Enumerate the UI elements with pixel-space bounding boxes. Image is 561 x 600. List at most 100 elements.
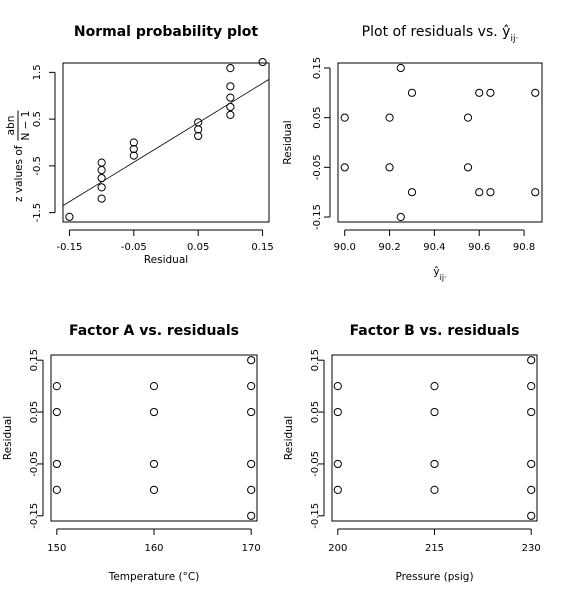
chart-panel-4: Factor B vs. residuals 200 215 230 -0.15 -0.0… bbox=[283, 323, 541, 583]
x-tick-label: 90.6 bbox=[468, 242, 490, 253]
plot-frame bbox=[331, 354, 538, 522]
data-point bbox=[194, 131, 203, 141]
data-point bbox=[463, 163, 473, 172]
x-axis-label: Pressure (psig) bbox=[395, 571, 473, 583]
data-point bbox=[247, 459, 256, 469]
data-point bbox=[52, 459, 61, 469]
data-point bbox=[407, 188, 417, 197]
data-point bbox=[407, 88, 417, 97]
y-tick-label: -0.05 bbox=[310, 451, 321, 477]
data-point bbox=[52, 407, 61, 417]
y-axis-label-numerator: abn bbox=[5, 116, 17, 136]
data-point bbox=[430, 382, 439, 391]
x-tick-label: 0.05 bbox=[187, 242, 209, 253]
y-tick-label: 0.05 bbox=[29, 401, 40, 423]
chart-title: Factor B vs. residuals bbox=[350, 323, 520, 339]
chart-title: Plot of residuals vs. ŷij· bbox=[362, 24, 519, 44]
x-tick-label: 200 bbox=[328, 543, 347, 554]
y-tick-label: -0.5 bbox=[32, 156, 43, 176]
plot-frame bbox=[337, 62, 543, 223]
data-point bbox=[97, 158, 106, 167]
y-axis-label-text: z values of bbox=[13, 145, 25, 202]
y-axis-label: z values of abn N − 1 bbox=[5, 110, 32, 201]
data-point bbox=[226, 102, 235, 112]
data-point bbox=[247, 382, 256, 391]
x-tick-label: 215 bbox=[425, 543, 444, 554]
data-point bbox=[340, 113, 349, 122]
data-point bbox=[226, 82, 235, 91]
y-tick-label: 0.5 bbox=[32, 111, 43, 127]
data-point bbox=[52, 382, 61, 391]
data-point bbox=[527, 511, 536, 520]
x-axis-label-symbol: ŷ bbox=[433, 266, 439, 278]
data-point bbox=[129, 138, 138, 147]
data-point bbox=[463, 113, 473, 122]
plot-frame bbox=[62, 62, 270, 223]
x-tick-label: 90.2 bbox=[378, 242, 400, 253]
data-point bbox=[97, 173, 106, 183]
chart-title: Factor A vs. residuals bbox=[69, 323, 239, 339]
data-point bbox=[226, 110, 235, 120]
x-tick-label: 90.8 bbox=[513, 242, 535, 253]
data-point bbox=[149, 382, 159, 391]
data-point bbox=[65, 212, 74, 221]
y-tick-label: 1.5 bbox=[32, 64, 43, 80]
data-point bbox=[97, 183, 106, 192]
data-point bbox=[247, 511, 256, 520]
data-point bbox=[531, 88, 540, 97]
data-point bbox=[129, 151, 138, 160]
data-point bbox=[396, 212, 405, 222]
x-tick-label: 160 bbox=[144, 543, 163, 554]
y-axis-label: Residual bbox=[283, 416, 295, 460]
chart-panel-3: Factor A vs. residuals 150 160 170 -0.15 -0.0… bbox=[2, 323, 261, 583]
x-axis-label: Temperature (°C) bbox=[108, 571, 200, 583]
plot-frame bbox=[50, 354, 258, 522]
y-tick-label: 0.05 bbox=[312, 107, 323, 129]
data-point bbox=[247, 356, 256, 365]
data-point bbox=[527, 382, 536, 391]
y-tick-label: -0.15 bbox=[312, 204, 323, 230]
data-point bbox=[475, 188, 484, 197]
data-point bbox=[486, 188, 495, 197]
data-point bbox=[430, 485, 439, 494]
y-axis-label-denominator: N − 1 bbox=[20, 110, 32, 140]
data-point bbox=[396, 63, 405, 73]
data-point bbox=[527, 459, 536, 469]
x-axis-label: ŷij· bbox=[433, 266, 446, 282]
data-point bbox=[486, 88, 495, 97]
data-point bbox=[149, 407, 159, 417]
y-axis-label: Residual bbox=[2, 416, 14, 460]
data-point bbox=[97, 165, 106, 175]
data-point bbox=[430, 407, 439, 417]
chart-title: Normal probability plot bbox=[74, 24, 259, 40]
data-point bbox=[531, 188, 540, 197]
data-point bbox=[527, 407, 536, 417]
reference-line bbox=[63, 79, 269, 206]
y-tick-label: 0.15 bbox=[29, 349, 40, 371]
y-axis-label: Residual bbox=[282, 120, 294, 164]
data-point bbox=[247, 407, 256, 417]
chart-title-text: Plot of residuals vs. bbox=[362, 24, 502, 40]
y-tick-label: 0.05 bbox=[310, 401, 321, 423]
data-point bbox=[226, 93, 235, 102]
x-axis-label: Residual bbox=[144, 254, 188, 266]
y-tick-label: -0.15 bbox=[310, 503, 321, 529]
x-tick-label: 90.0 bbox=[334, 242, 356, 253]
x-tick-label: -0.05 bbox=[121, 242, 147, 253]
x-axis-label-subscript: ij· bbox=[440, 273, 447, 282]
data-point bbox=[149, 459, 159, 469]
data-point bbox=[52, 485, 61, 494]
data-point bbox=[247, 485, 256, 494]
x-tick-label: 230 bbox=[522, 543, 541, 554]
chart-title-subscript: ij· bbox=[510, 34, 518, 44]
data-point bbox=[333, 382, 342, 391]
data-point bbox=[333, 407, 342, 417]
data-point bbox=[527, 485, 536, 494]
data-point bbox=[385, 113, 394, 122]
data-point bbox=[430, 459, 439, 469]
data-point bbox=[258, 57, 267, 67]
chart-panel-1: Normal probability plot -0.15 -0.05 0.05 0.1… bbox=[5, 24, 274, 266]
data-point bbox=[97, 194, 106, 203]
data-point bbox=[333, 485, 342, 494]
